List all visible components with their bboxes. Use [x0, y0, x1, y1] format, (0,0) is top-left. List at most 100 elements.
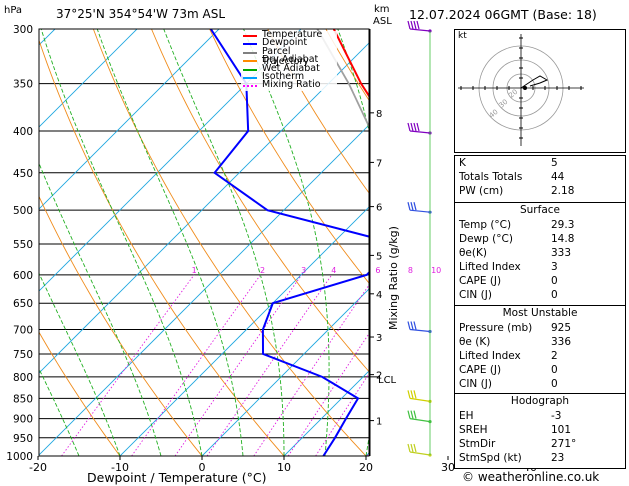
- plot-frame: [38, 28, 370, 457]
- x-tick-label: 30: [441, 461, 455, 474]
- wind-barb-flag: [413, 443, 417, 453]
- background-lines: [39, 29, 452, 456]
- height-tick-label: 6: [376, 203, 382, 214]
- hodograph-trace: [520, 75, 549, 89]
- pressure-tick-label: 500: [13, 205, 33, 217]
- wind-barb-flag: [407, 410, 411, 419]
- wind-barb-flag: [410, 122, 414, 132]
- legend-swatch: [243, 77, 257, 79]
- mu-label: θe (K): [459, 336, 491, 348]
- index-label: Totals Totals: [459, 171, 523, 183]
- legend-swatch: [243, 43, 257, 46]
- wind-barb-flag: [407, 20, 411, 30]
- isotherm-line: [39, 29, 220, 210]
- wind-barb-flag: [410, 443, 414, 453]
- x-tick-label: -20: [29, 461, 47, 474]
- isotherm-line: [39, 29, 302, 292]
- pressure-unit-label: hPa: [4, 5, 23, 16]
- legend-item: Wet Adiabat: [241, 63, 337, 74]
- surface-label: Lifted Index: [459, 261, 521, 273]
- wet-adiabat-line: [40, 29, 203, 456]
- most-unstable-table: Most Unstable Pressure (mb) 925 θe (K) 336…: [454, 305, 626, 394]
- surface-label: Temp (°C): [459, 219, 512, 231]
- wind-barb-flag: [410, 321, 414, 330]
- surface-table: Surface Temp (°C) 29.3 Dewp (°C) 14.8 θe(K…: [454, 202, 626, 306]
- wind-barb-flag: [416, 20, 420, 30]
- pressure-tick-label: 300: [13, 24, 33, 36]
- mixing-ratio-label: 2: [260, 266, 265, 275]
- hodograph-ring-label: 30: [498, 98, 510, 110]
- dry-adiabat-line: [92, 29, 367, 456]
- pressure-tick-label: 750: [13, 349, 33, 361]
- mixing-ratio-label: 8: [408, 266, 413, 275]
- height-tick-label: 8: [376, 109, 382, 120]
- dry-adiabat-line: [39, 195, 203, 456]
- pressure-tick-label: 900: [13, 414, 33, 426]
- mixing-ratio-line: [61, 274, 195, 456]
- wind-barb-flag: [416, 122, 420, 132]
- hodograph-title: Hodograph: [510, 395, 570, 407]
- x-tick-label: 20: [359, 461, 373, 474]
- pressure-tick-label: 950: [13, 433, 33, 445]
- legend-item: Dry Adiabat: [241, 55, 337, 65]
- wind-barb-flag: [413, 410, 417, 419]
- legend-item: Temperature: [241, 29, 337, 40]
- dry-adiabat-line: [209, 29, 369, 284]
- index-label: PW (cm): [459, 185, 504, 197]
- mixing-ratio-line: [315, 372, 369, 456]
- pressure-tick-label: 400: [13, 126, 33, 138]
- mixing-ratio-label: 3: [301, 266, 306, 275]
- dry-adiabat-line: [39, 331, 121, 456]
- height-tick-label: 2: [376, 371, 382, 382]
- km-label: km: [374, 4, 390, 15]
- wind-barb-flag: [407, 122, 411, 132]
- hodograph-unit-label: kt: [458, 31, 467, 41]
- wind-barb-flag: [413, 202, 417, 211]
- wind-barb: [409, 397, 431, 402]
- index-value: 44: [551, 171, 565, 183]
- most-unstable-title: Most Unstable: [502, 307, 578, 319]
- footer-credit[interactable]: © weatheronline.co.uk: [462, 470, 600, 484]
- axes: 3003504004505005506006507007508008509009…: [6, 24, 553, 474]
- hodo-label: StmSpd (kt): [459, 452, 522, 464]
- mixing-ratio-label: 6: [375, 266, 380, 275]
- height-tick-label: 4: [376, 290, 382, 301]
- surface-value: 14.8: [551, 233, 575, 245]
- mixing-ratio-line: [174, 274, 302, 456]
- wind-barb: [409, 130, 431, 134]
- x-tick-label: -10: [111, 461, 129, 474]
- surface-value: 333: [551, 247, 572, 259]
- wind-barb-flag: [407, 202, 411, 211]
- surface-value: 0: [551, 289, 558, 301]
- wind-barb-flag: [410, 20, 414, 30]
- height-tick-label: 1: [376, 417, 382, 428]
- legend-item: Parcel Trajectory: [241, 46, 337, 66]
- mu-label: CIN (J): [459, 378, 492, 390]
- wind-barb-flag: [410, 390, 414, 399]
- hodo-value: -3: [551, 410, 562, 422]
- legend-swatch: [243, 85, 257, 88]
- hodo-value: 23: [551, 452, 565, 464]
- hodograph-table: Hodograph EH -3 SREH 101 StmDir 271° StmSpd…: [454, 393, 626, 469]
- pressure-tick-label: 700: [13, 325, 33, 337]
- isotherm-line: [39, 42, 369, 374]
- hodo-value: 101: [551, 424, 572, 436]
- legend: Temperature Dewpoint Parcel Trajectory Dry …: [241, 29, 337, 91]
- datetime-title: 12.07.2024 06GMT (Base: 18): [409, 7, 597, 22]
- pressure-tick-label: 650: [13, 298, 33, 310]
- wind-barb-flag: [407, 390, 411, 399]
- legend-item: Dewpoint: [241, 38, 337, 48]
- hodo-value: 271°: [551, 438, 577, 450]
- wet-adiabat-line: [407, 29, 452, 456]
- dry-adiabat-line: [39, 38, 285, 456]
- mixing-ratio-label: 10: [431, 266, 441, 275]
- wind-barb-flag: [413, 20, 417, 30]
- legend-item: Mixing Ratio: [241, 80, 337, 90]
- isotherm-line: [39, 124, 369, 456]
- wind-barb: [409, 328, 431, 333]
- height-tick-label: 3: [376, 333, 382, 344]
- legend-label: Temperature: [262, 29, 323, 40]
- mu-label: Pressure (mb): [459, 322, 533, 334]
- mixing-ratio-line: [131, 274, 261, 456]
- lcl-label: LCL: [378, 375, 397, 386]
